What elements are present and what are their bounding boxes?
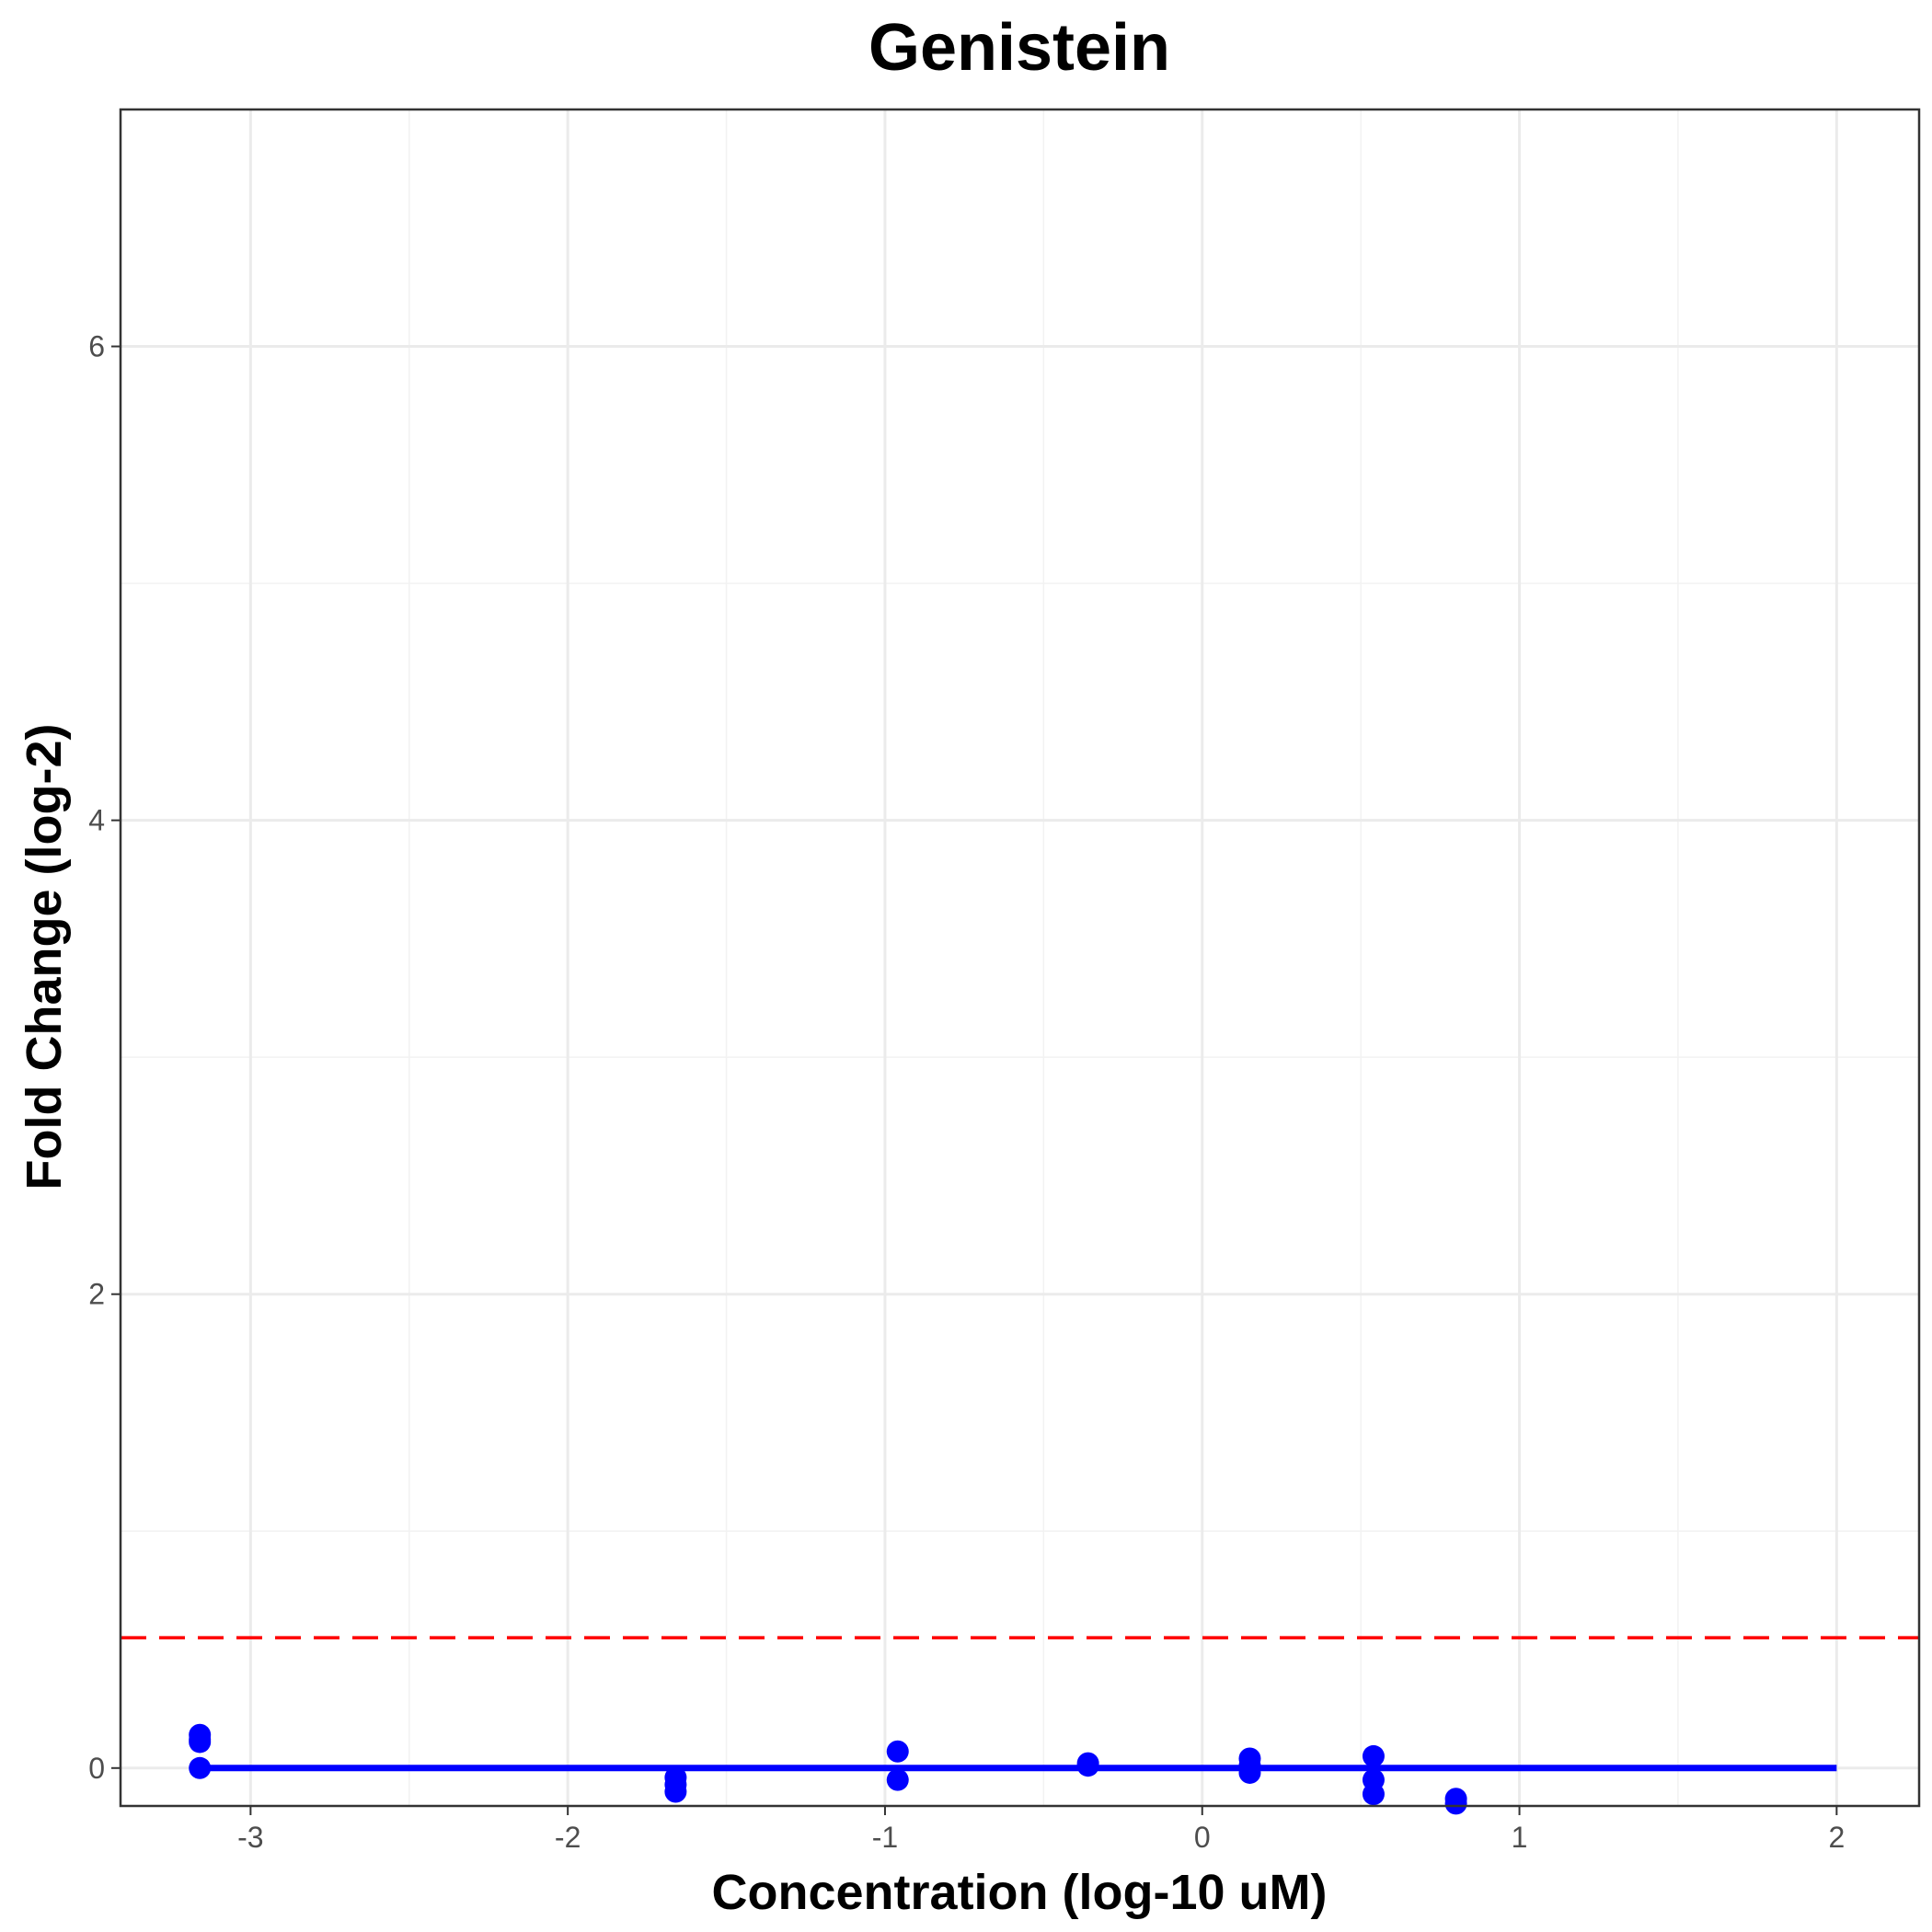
data-point (664, 1780, 687, 1803)
y-tick-label: 2 (88, 1278, 105, 1311)
data-point (189, 1756, 212, 1779)
x-tick-label: 0 (1194, 1821, 1211, 1854)
panel-background (121, 109, 1919, 1806)
x-tick-label: -1 (872, 1821, 898, 1854)
y-axis-title: Fold Change (log-2) (17, 724, 72, 1190)
data-point (886, 1740, 909, 1763)
panel-border (119, 108, 1921, 1808)
data-point (886, 1768, 909, 1791)
x-tick-label: -3 (237, 1821, 263, 1854)
x-tick-label: -2 (555, 1821, 581, 1854)
plot-area: -3 -2 -1 0 1 2 0 2 4 6 (88, 108, 1921, 1854)
y-tick-label: 4 (88, 804, 105, 837)
data-point (1444, 1792, 1467, 1815)
chart-title: Genistein (868, 11, 1170, 85)
x-tick-label: 2 (1828, 1821, 1845, 1854)
x-tick-label: 1 (1512, 1821, 1528, 1854)
data-point (1076, 1754, 1099, 1777)
data-point (1362, 1744, 1385, 1767)
data-point (189, 1731, 212, 1754)
data-point (1362, 1783, 1385, 1806)
x-axis-title: Concentration (log-10 uM) (712, 1865, 1328, 1920)
data-point (1238, 1761, 1261, 1784)
y-tick-label: 0 (88, 1752, 105, 1785)
y-tick-label: 6 (88, 330, 105, 363)
